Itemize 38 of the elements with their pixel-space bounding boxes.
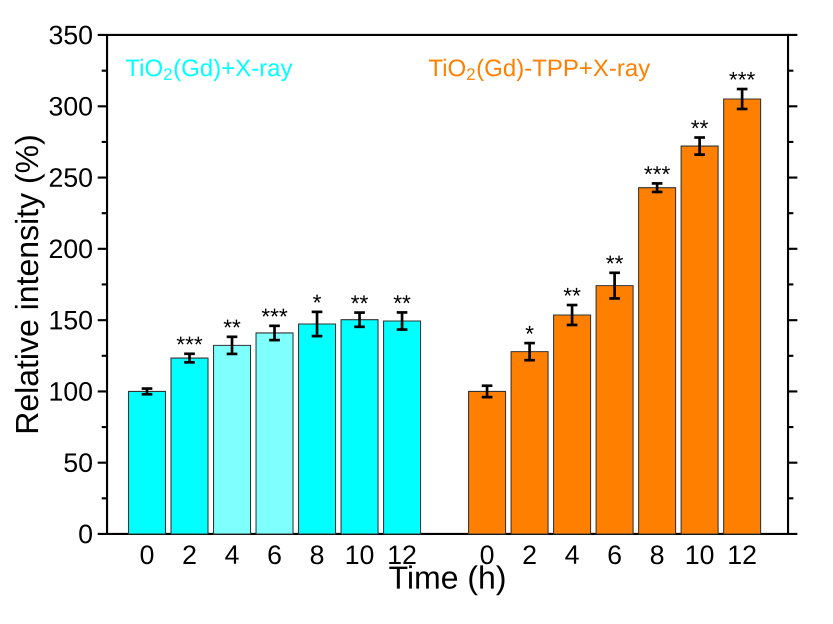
y-tick-label: 150	[50, 310, 92, 330]
x-tick-label: 8	[310, 545, 324, 564]
y-tick-label: 250	[50, 168, 92, 187]
data-label: ***	[262, 308, 288, 317]
data-label: **	[691, 120, 708, 128]
y-tick-label: 350	[50, 26, 92, 44]
x-tick-label: 10	[346, 545, 374, 564]
y-tick-label: 0	[79, 524, 92, 544]
x-tick-label: 2	[524, 545, 536, 564]
x-tick-label: 12	[389, 545, 416, 564]
x-tick-label: 2	[183, 545, 196, 564]
x-tick-label: 4	[565, 545, 579, 564]
data-label: **	[564, 288, 581, 296]
data-label: **	[606, 256, 624, 264]
x-tick-label: 6	[268, 545, 281, 564]
x-tick-label: 10	[686, 545, 714, 564]
data-label: ***	[729, 72, 755, 80]
y-axis-title: Relative intensity (%)	[14, 136, 45, 432]
x-tick-label: 0	[140, 545, 154, 564]
y-tick-label: 50	[64, 453, 92, 472]
data-label: **	[224, 320, 240, 328]
data-label: *	[526, 326, 534, 334]
y-tick-label: 300	[50, 96, 92, 116]
x-axis-title: Time (h)	[389, 565, 504, 596]
data-label: *	[312, 294, 322, 303]
text: TiO$_{2}$(Gd)+X-ray	[126, 58, 292, 82]
x-tick-label: 6	[608, 545, 621, 564]
data-label: ***	[644, 166, 670, 174]
data-label: ***	[176, 336, 202, 345]
x-tick-label: 4	[225, 545, 239, 564]
y-tick-label: 200	[50, 239, 92, 258]
x-tick-label: 8	[650, 545, 664, 564]
data-label: **	[394, 295, 411, 304]
y-tick-label: 100	[50, 382, 92, 401]
data-label: **	[351, 295, 368, 304]
x-tick-label: 12	[729, 545, 756, 564]
x-tick-label: 0	[480, 545, 494, 564]
text: TiO$_{2}$(Gd)-TPP+X-ray	[428, 58, 650, 82]
